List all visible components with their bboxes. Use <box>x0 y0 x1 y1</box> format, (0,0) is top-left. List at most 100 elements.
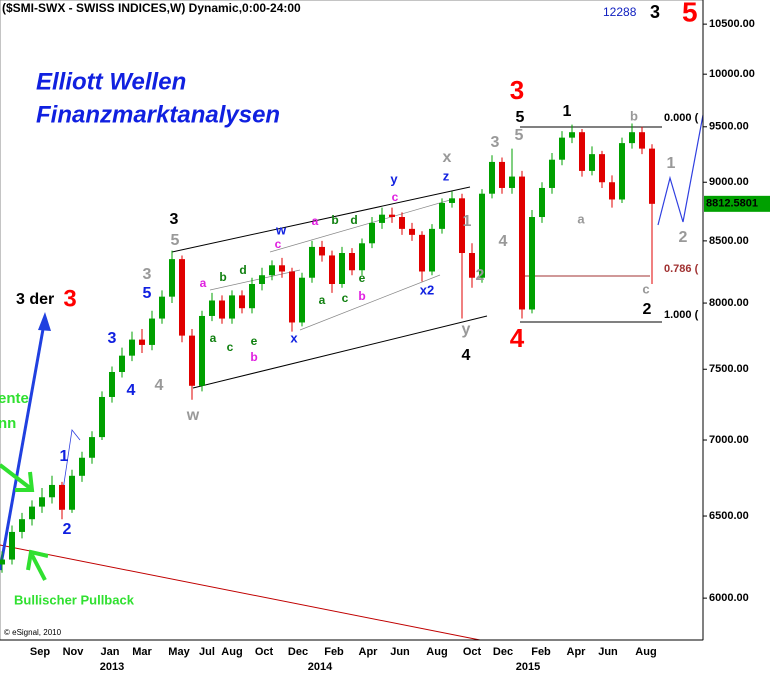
x-tick-label: Feb <box>324 646 344 658</box>
wave-label: a <box>210 331 217 345</box>
candle-body <box>179 259 185 336</box>
wave-label: 4 <box>462 347 471 364</box>
x-tick-label: Dec <box>493 646 513 658</box>
candle-body <box>289 271 295 323</box>
side-text: ente <box>0 390 29 407</box>
candle-body <box>639 132 645 149</box>
candle-body <box>619 143 625 200</box>
candle-body <box>149 318 155 345</box>
wave-label: 4 <box>510 323 525 353</box>
side-text: nn <box>0 415 16 432</box>
wave-label: 4 <box>155 377 164 394</box>
y-tick-label: 7000.00 <box>709 434 749 446</box>
x-tick-label: Jan <box>101 646 120 658</box>
wave-label: 4 <box>127 382 136 399</box>
wave-line <box>299 274 441 331</box>
wave-line <box>269 199 451 253</box>
candle-body <box>19 519 25 532</box>
wave-label: a <box>319 293 326 307</box>
x-tick-label: Jun <box>598 646 618 658</box>
candle-body <box>159 296 165 319</box>
fib-label: 0.000 ( <box>664 112 699 124</box>
brand-text: Elliott Wellen <box>36 68 186 95</box>
last-price-label: 8812.5801 <box>706 198 758 210</box>
y-tick-label: 9500.00 <box>709 121 749 133</box>
candle-body <box>299 277 305 323</box>
candle-body <box>29 506 35 520</box>
candle-body <box>129 339 135 356</box>
candle-body <box>439 202 445 229</box>
copyright: © eSignal, 2010 <box>4 628 62 637</box>
candle-body <box>99 396 105 438</box>
candle-body <box>389 214 395 218</box>
candle-body <box>59 484 65 510</box>
candle-body <box>519 176 525 310</box>
candle-body <box>49 484 55 498</box>
wave-label: 3 <box>491 134 500 151</box>
candle-body <box>539 187 545 218</box>
wave-label: c <box>275 237 282 251</box>
wave-label: c <box>227 340 234 354</box>
wave-label: 3 <box>143 266 152 283</box>
x-tick-label: May <box>168 646 190 658</box>
wave-label: y <box>390 171 398 186</box>
candle-body <box>239 295 245 309</box>
wave-label: a <box>200 276 207 290</box>
x-year-label: 2013 <box>100 661 124 673</box>
x-tick-label: Oct <box>255 646 274 658</box>
wave-label: 2 <box>63 521 72 538</box>
candle-body <box>109 371 115 397</box>
chart-title: ($SMI-SWX - SWISS INDICES,W) Dynamic,0:0… <box>2 1 301 15</box>
wave-label: a <box>312 214 319 228</box>
candle-body <box>629 132 635 144</box>
candle-body <box>89 437 95 458</box>
wave-label: 2 <box>643 301 652 318</box>
candle-body <box>319 246 325 256</box>
wave-label: y <box>462 321 471 338</box>
candle-body <box>479 193 485 278</box>
candle-body <box>529 217 535 310</box>
wave-label: x2 <box>420 282 434 297</box>
x-tick-label: Nov <box>63 646 85 658</box>
candle-body <box>69 475 75 510</box>
x-tick-label: Dec <box>288 646 308 658</box>
wave-label: d <box>239 263 246 277</box>
wave-label: c <box>642 281 649 296</box>
candle-body <box>259 275 265 285</box>
candle-body <box>429 228 435 272</box>
wave-label: w <box>186 407 200 424</box>
fib-label: 1.000 ( <box>664 309 699 321</box>
candle-body <box>409 228 415 235</box>
candle-body <box>459 198 465 254</box>
candle-body <box>419 234 425 272</box>
wave-label: d <box>350 213 357 227</box>
wave-label: b <box>219 270 226 284</box>
header-note: 3 <box>650 2 660 22</box>
candle-body <box>379 214 385 223</box>
candle-body <box>569 132 575 138</box>
pointer-arrow <box>26 549 49 571</box>
candle-body <box>119 355 125 372</box>
x-tick-label: Sep <box>30 646 50 658</box>
wave-label: c <box>392 190 399 204</box>
candle-body <box>349 253 355 271</box>
wave-label: w <box>275 222 287 237</box>
wave-label: 3 <box>108 330 117 347</box>
candle-body <box>649 148 655 204</box>
candle-body <box>609 182 615 200</box>
wave-label: 3 <box>63 285 76 312</box>
pointer-arrow <box>30 554 47 581</box>
y-tick-label: 10000.00 <box>709 68 755 80</box>
wave-label: b <box>331 213 338 227</box>
wave-label: 2 <box>476 267 485 284</box>
wave-label: 1 <box>667 155 676 172</box>
wave-label: 5 <box>143 285 152 302</box>
candle-body <box>139 339 145 345</box>
candle-body <box>399 217 405 229</box>
wave-label: b <box>358 289 365 303</box>
candle-body <box>199 315 205 386</box>
channel-line <box>171 186 471 253</box>
channel-line <box>192 315 488 389</box>
candle-body <box>499 161 505 188</box>
